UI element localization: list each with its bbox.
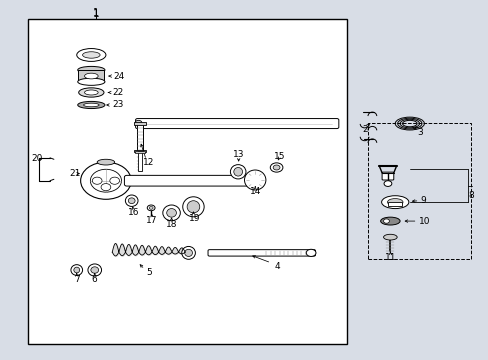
- Ellipse shape: [78, 78, 105, 85]
- Bar: [78, 70, 104, 82]
- Bar: [137, 152, 142, 171]
- Text: 7: 7: [74, 275, 80, 284]
- Circle shape: [90, 169, 121, 192]
- Text: 10: 10: [418, 217, 429, 226]
- Ellipse shape: [83, 103, 99, 107]
- Ellipse shape: [163, 205, 180, 221]
- Text: 23: 23: [112, 100, 123, 109]
- Bar: [368, 123, 469, 258]
- Ellipse shape: [128, 198, 135, 203]
- Ellipse shape: [88, 264, 102, 276]
- Text: 2: 2: [362, 125, 367, 134]
- FancyBboxPatch shape: [135, 118, 338, 129]
- Text: 1: 1: [93, 8, 99, 18]
- Circle shape: [147, 205, 155, 211]
- FancyBboxPatch shape: [124, 175, 263, 186]
- Ellipse shape: [183, 197, 203, 217]
- Ellipse shape: [78, 66, 105, 73]
- Text: 18: 18: [165, 220, 177, 229]
- Ellipse shape: [79, 88, 104, 97]
- Circle shape: [149, 206, 153, 209]
- Bar: [134, 151, 145, 153]
- Text: 5: 5: [146, 268, 152, 277]
- Text: 19: 19: [189, 214, 200, 223]
- Ellipse shape: [71, 265, 82, 275]
- FancyBboxPatch shape: [381, 172, 393, 180]
- Text: 16: 16: [128, 208, 139, 217]
- Ellipse shape: [84, 73, 98, 79]
- Text: 17: 17: [146, 216, 158, 225]
- Ellipse shape: [233, 167, 242, 176]
- Circle shape: [92, 177, 102, 184]
- Text: 12: 12: [142, 158, 154, 167]
- Bar: [387, 202, 401, 206]
- Text: 8: 8: [468, 190, 473, 199]
- Ellipse shape: [84, 90, 98, 95]
- Bar: [133, 122, 146, 125]
- Bar: [136, 123, 143, 152]
- Text: 20: 20: [31, 154, 43, 163]
- Text: 14: 14: [249, 187, 261, 196]
- Text: 15: 15: [273, 152, 285, 161]
- Text: 1: 1: [93, 9, 100, 19]
- Circle shape: [383, 219, 388, 223]
- FancyBboxPatch shape: [207, 249, 315, 256]
- Ellipse shape: [182, 247, 195, 259]
- Text: 6: 6: [92, 275, 98, 284]
- Text: 22: 22: [112, 88, 123, 97]
- Circle shape: [305, 249, 315, 256]
- Ellipse shape: [187, 201, 200, 213]
- Ellipse shape: [383, 234, 396, 240]
- Ellipse shape: [386, 199, 402, 206]
- Ellipse shape: [166, 208, 176, 217]
- Text: 11: 11: [384, 253, 395, 262]
- Text: 13: 13: [232, 150, 244, 159]
- Ellipse shape: [91, 267, 99, 273]
- Ellipse shape: [74, 267, 80, 273]
- Circle shape: [135, 120, 142, 125]
- Text: 24: 24: [113, 72, 124, 81]
- Text: 3: 3: [417, 129, 423, 138]
- Ellipse shape: [380, 217, 399, 225]
- Circle shape: [101, 184, 111, 191]
- Ellipse shape: [125, 195, 138, 206]
- Text: 4: 4: [274, 262, 280, 271]
- Bar: [28, 19, 346, 344]
- Ellipse shape: [77, 49, 106, 62]
- Ellipse shape: [97, 159, 115, 165]
- Circle shape: [383, 181, 391, 186]
- Ellipse shape: [270, 163, 283, 172]
- Text: 9: 9: [420, 196, 426, 205]
- Ellipse shape: [78, 102, 105, 109]
- Ellipse shape: [230, 165, 245, 179]
- Circle shape: [81, 162, 131, 199]
- Ellipse shape: [381, 196, 408, 208]
- Text: 21: 21: [69, 169, 81, 178]
- Ellipse shape: [82, 52, 100, 58]
- Ellipse shape: [273, 165, 280, 170]
- Ellipse shape: [184, 249, 192, 256]
- Circle shape: [110, 177, 119, 184]
- Ellipse shape: [244, 170, 265, 190]
- Bar: [133, 150, 146, 152]
